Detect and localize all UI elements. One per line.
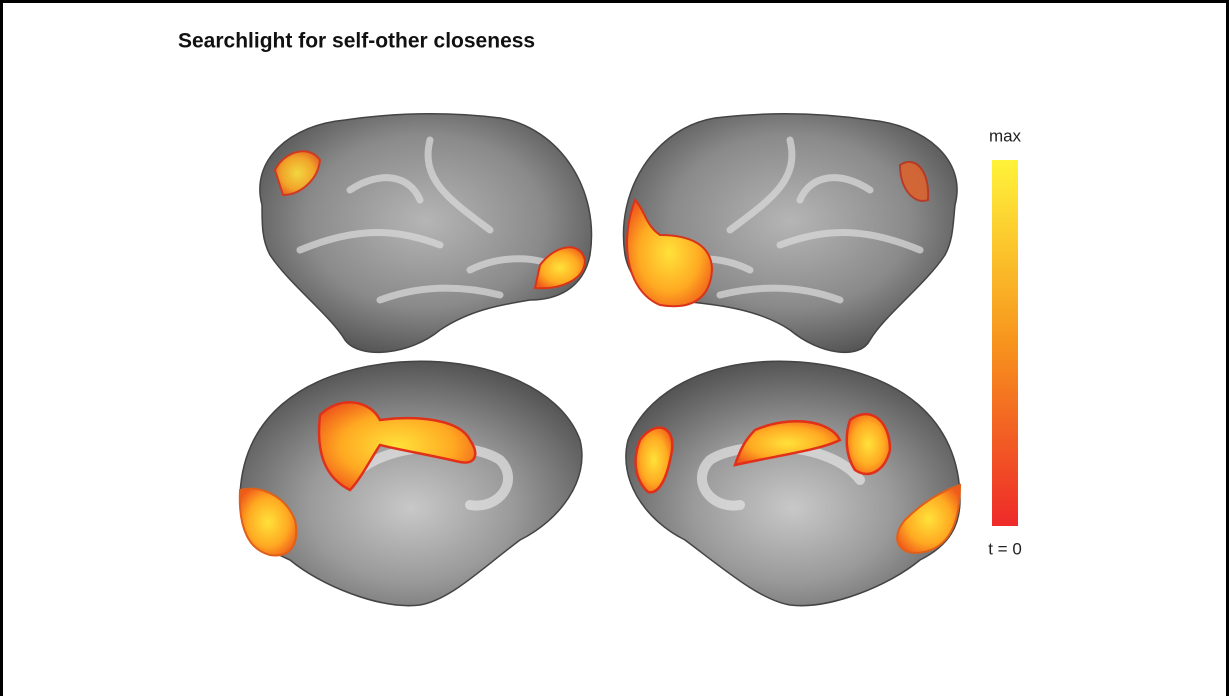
figure-title: Searchlight for self-other closeness (178, 30, 535, 53)
colorbar-min-label: t = 0 (988, 539, 1022, 558)
brain-lateral-left (260, 114, 592, 353)
brain-lateral-right (623, 114, 957, 353)
figure: Searchlight for self-other closeness max… (0, 0, 1229, 693)
colorbar-max-label: max (989, 126, 1022, 145)
colorbar (992, 160, 1018, 526)
brain-medial-right (626, 361, 960, 605)
brain-medial-left (240, 361, 582, 605)
